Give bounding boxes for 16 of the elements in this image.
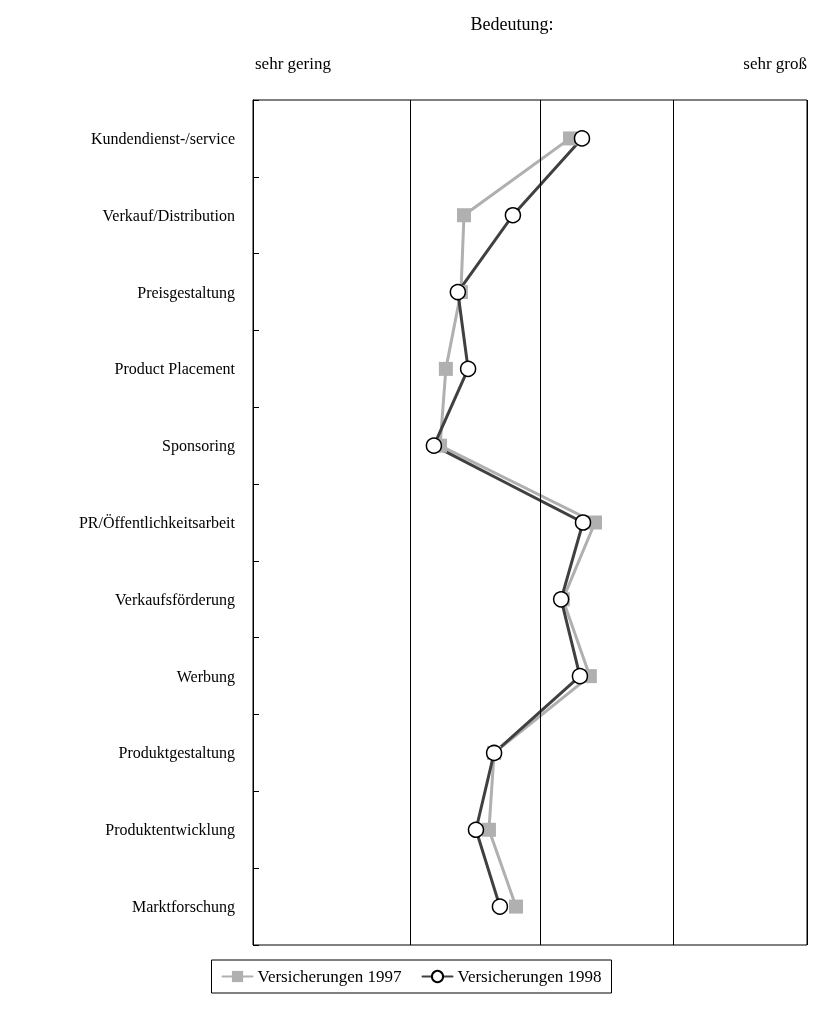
legend-label: Versicherungen 1997 [257, 967, 402, 986]
chart-title: Bedeutung: [470, 14, 554, 34]
y-tick-label: Verkaufsförderung [115, 590, 235, 609]
y-tick-label: Verkauf/Distribution [102, 206, 235, 224]
text: sehr gering [255, 54, 332, 73]
legend-label: Versicherungen 1998 [457, 967, 602, 986]
y-tick-label: Product Placement [114, 360, 236, 378]
y-tick-label: Preisgestaltung [137, 283, 235, 302]
y-tick-label: Sponsoring [162, 437, 235, 456]
y-tick-label: Marktforschung [131, 898, 235, 917]
y-tick-label: Produktgestaltung [118, 744, 235, 763]
y-tick-label: Produktentwicklung [105, 821, 235, 840]
y-tick-label: PR/Öffentlichkeitsarbeit [78, 514, 236, 531]
y-tick-label: Werbung [176, 667, 235, 686]
y-tick-label: Kundendienst-/service [91, 129, 235, 147]
text: sehr groß [743, 54, 807, 73]
